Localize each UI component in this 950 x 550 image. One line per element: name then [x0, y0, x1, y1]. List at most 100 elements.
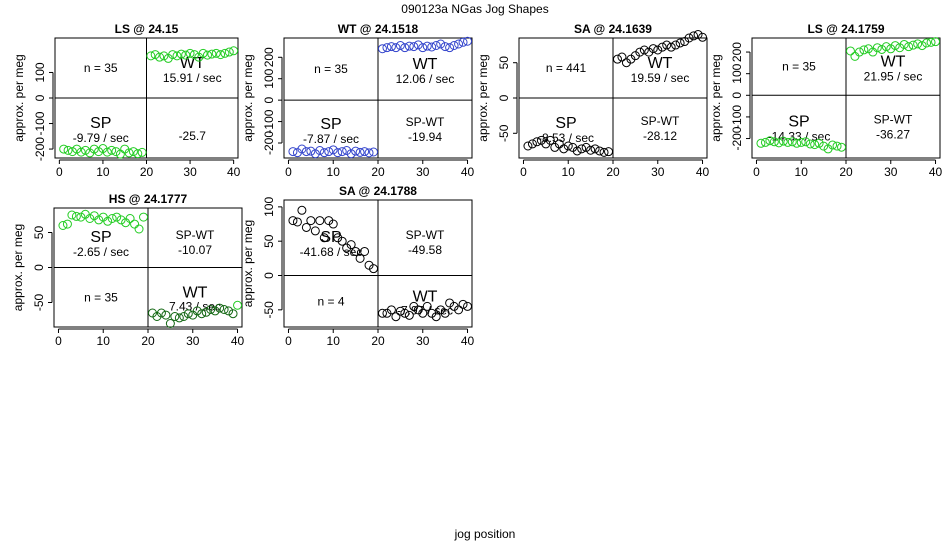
y-axis-label: approx. per meg	[12, 54, 26, 141]
data-point	[233, 300, 243, 310]
data-point	[778, 136, 788, 146]
data-point	[337, 147, 347, 157]
data-point	[224, 306, 234, 316]
panel-title: SA @ 24.1788	[339, 184, 417, 198]
data-point	[58, 221, 68, 230]
data-point	[886, 44, 896, 54]
data-point	[161, 310, 171, 320]
data-point	[102, 147, 112, 157]
data-point	[150, 50, 160, 60]
data-point	[201, 307, 211, 317]
x-tick-label: 10	[327, 165, 341, 179]
data-point	[653, 45, 663, 55]
x-tick-label: 0	[753, 165, 760, 179]
data-point	[635, 47, 645, 57]
data-points	[59, 46, 239, 159]
data-points	[288, 205, 473, 322]
wt-rate: 21.95 / sec	[864, 70, 923, 84]
sp-label: SP	[788, 114, 809, 131]
data-point	[666, 42, 676, 52]
data-point	[219, 305, 229, 314]
figure-xlabel: jog position	[454, 527, 516, 541]
data-point	[288, 147, 298, 157]
data-point	[458, 37, 468, 47]
sp-rate: -41.68 / sec	[300, 245, 363, 259]
data-point	[181, 50, 191, 60]
data-point	[130, 219, 140, 229]
y-tick-label: 50	[262, 234, 276, 248]
data-point	[828, 140, 838, 150]
x-tick-label: 20	[141, 334, 155, 348]
y-tick-label: 100	[262, 68, 276, 88]
data-point	[814, 138, 824, 148]
x-tick-label: 0	[56, 165, 63, 179]
data-point	[216, 50, 226, 60]
wt-label: WT	[413, 56, 438, 73]
panel-title: SA @ 24.1639	[574, 22, 652, 36]
data-point	[454, 305, 464, 315]
x-axis: 0 10 20 30 40	[753, 159, 943, 179]
data-point	[832, 141, 842, 151]
data-point	[756, 138, 766, 148]
data-point	[134, 224, 144, 234]
data-point	[386, 305, 396, 315]
data-point	[111, 147, 121, 157]
data-point	[523, 141, 533, 151]
data-point	[445, 43, 455, 53]
data-point	[155, 52, 165, 62]
n-count: n = 35	[782, 60, 816, 74]
diff-value: -10.07	[178, 243, 212, 257]
data-point	[572, 146, 582, 156]
data-point	[382, 43, 392, 53]
x-tick-label: 40	[231, 334, 245, 348]
panel-title: LS @ 24.1759	[807, 22, 884, 36]
sp-label: SP	[90, 229, 111, 246]
data-point	[297, 144, 307, 154]
data-point	[917, 41, 927, 51]
data-point	[899, 39, 909, 49]
n-count: n = 35	[84, 290, 118, 304]
sp-rate: -2.65 / sec	[73, 245, 129, 259]
data-point	[400, 308, 410, 318]
y-tick-label: -50	[32, 294, 46, 312]
data-point	[292, 217, 302, 227]
data-point	[769, 137, 779, 147]
data-point	[599, 147, 609, 157]
data-point	[671, 40, 681, 50]
data-point	[112, 212, 122, 222]
y-tick-label: 100	[262, 197, 276, 217]
panel-title: WT @ 24.1518	[338, 22, 419, 36]
x-tick-label: 20	[606, 165, 620, 179]
x-tick-label: 0	[55, 334, 62, 348]
x-tick-label: 0	[285, 165, 292, 179]
data-point	[872, 43, 882, 53]
data-point	[81, 145, 90, 155]
x-tick-label: 40	[461, 334, 475, 348]
data-point	[170, 312, 180, 321]
data-point	[440, 308, 450, 318]
data-point	[427, 42, 437, 52]
data-point	[863, 44, 873, 54]
y-tick-label: 200	[730, 42, 744, 62]
wt-label: WT	[881, 54, 906, 71]
data-point	[168, 50, 178, 60]
data-point	[346, 240, 356, 250]
data-point	[76, 212, 86, 222]
data-point	[760, 137, 770, 147]
data-point	[395, 306, 405, 316]
y-axis-label: approx. per meg	[241, 54, 255, 141]
data-point	[908, 40, 918, 50]
data-point	[913, 39, 923, 49]
data-point	[229, 46, 239, 56]
wt-label: WT	[413, 288, 438, 305]
x-axis: 0 10 20 30 40	[285, 328, 475, 348]
data-point	[431, 312, 441, 322]
x-tick-label: 30	[884, 165, 898, 179]
panel-1: LS @ 24.15 0 10 20 30 40 -200 -100 0 100 approx. p…	[12, 22, 241, 179]
data-point	[563, 141, 573, 151]
data-point	[586, 145, 596, 155]
data-point	[922, 38, 932, 48]
y-tick-label: -50	[262, 301, 276, 319]
data-point	[288, 216, 298, 226]
